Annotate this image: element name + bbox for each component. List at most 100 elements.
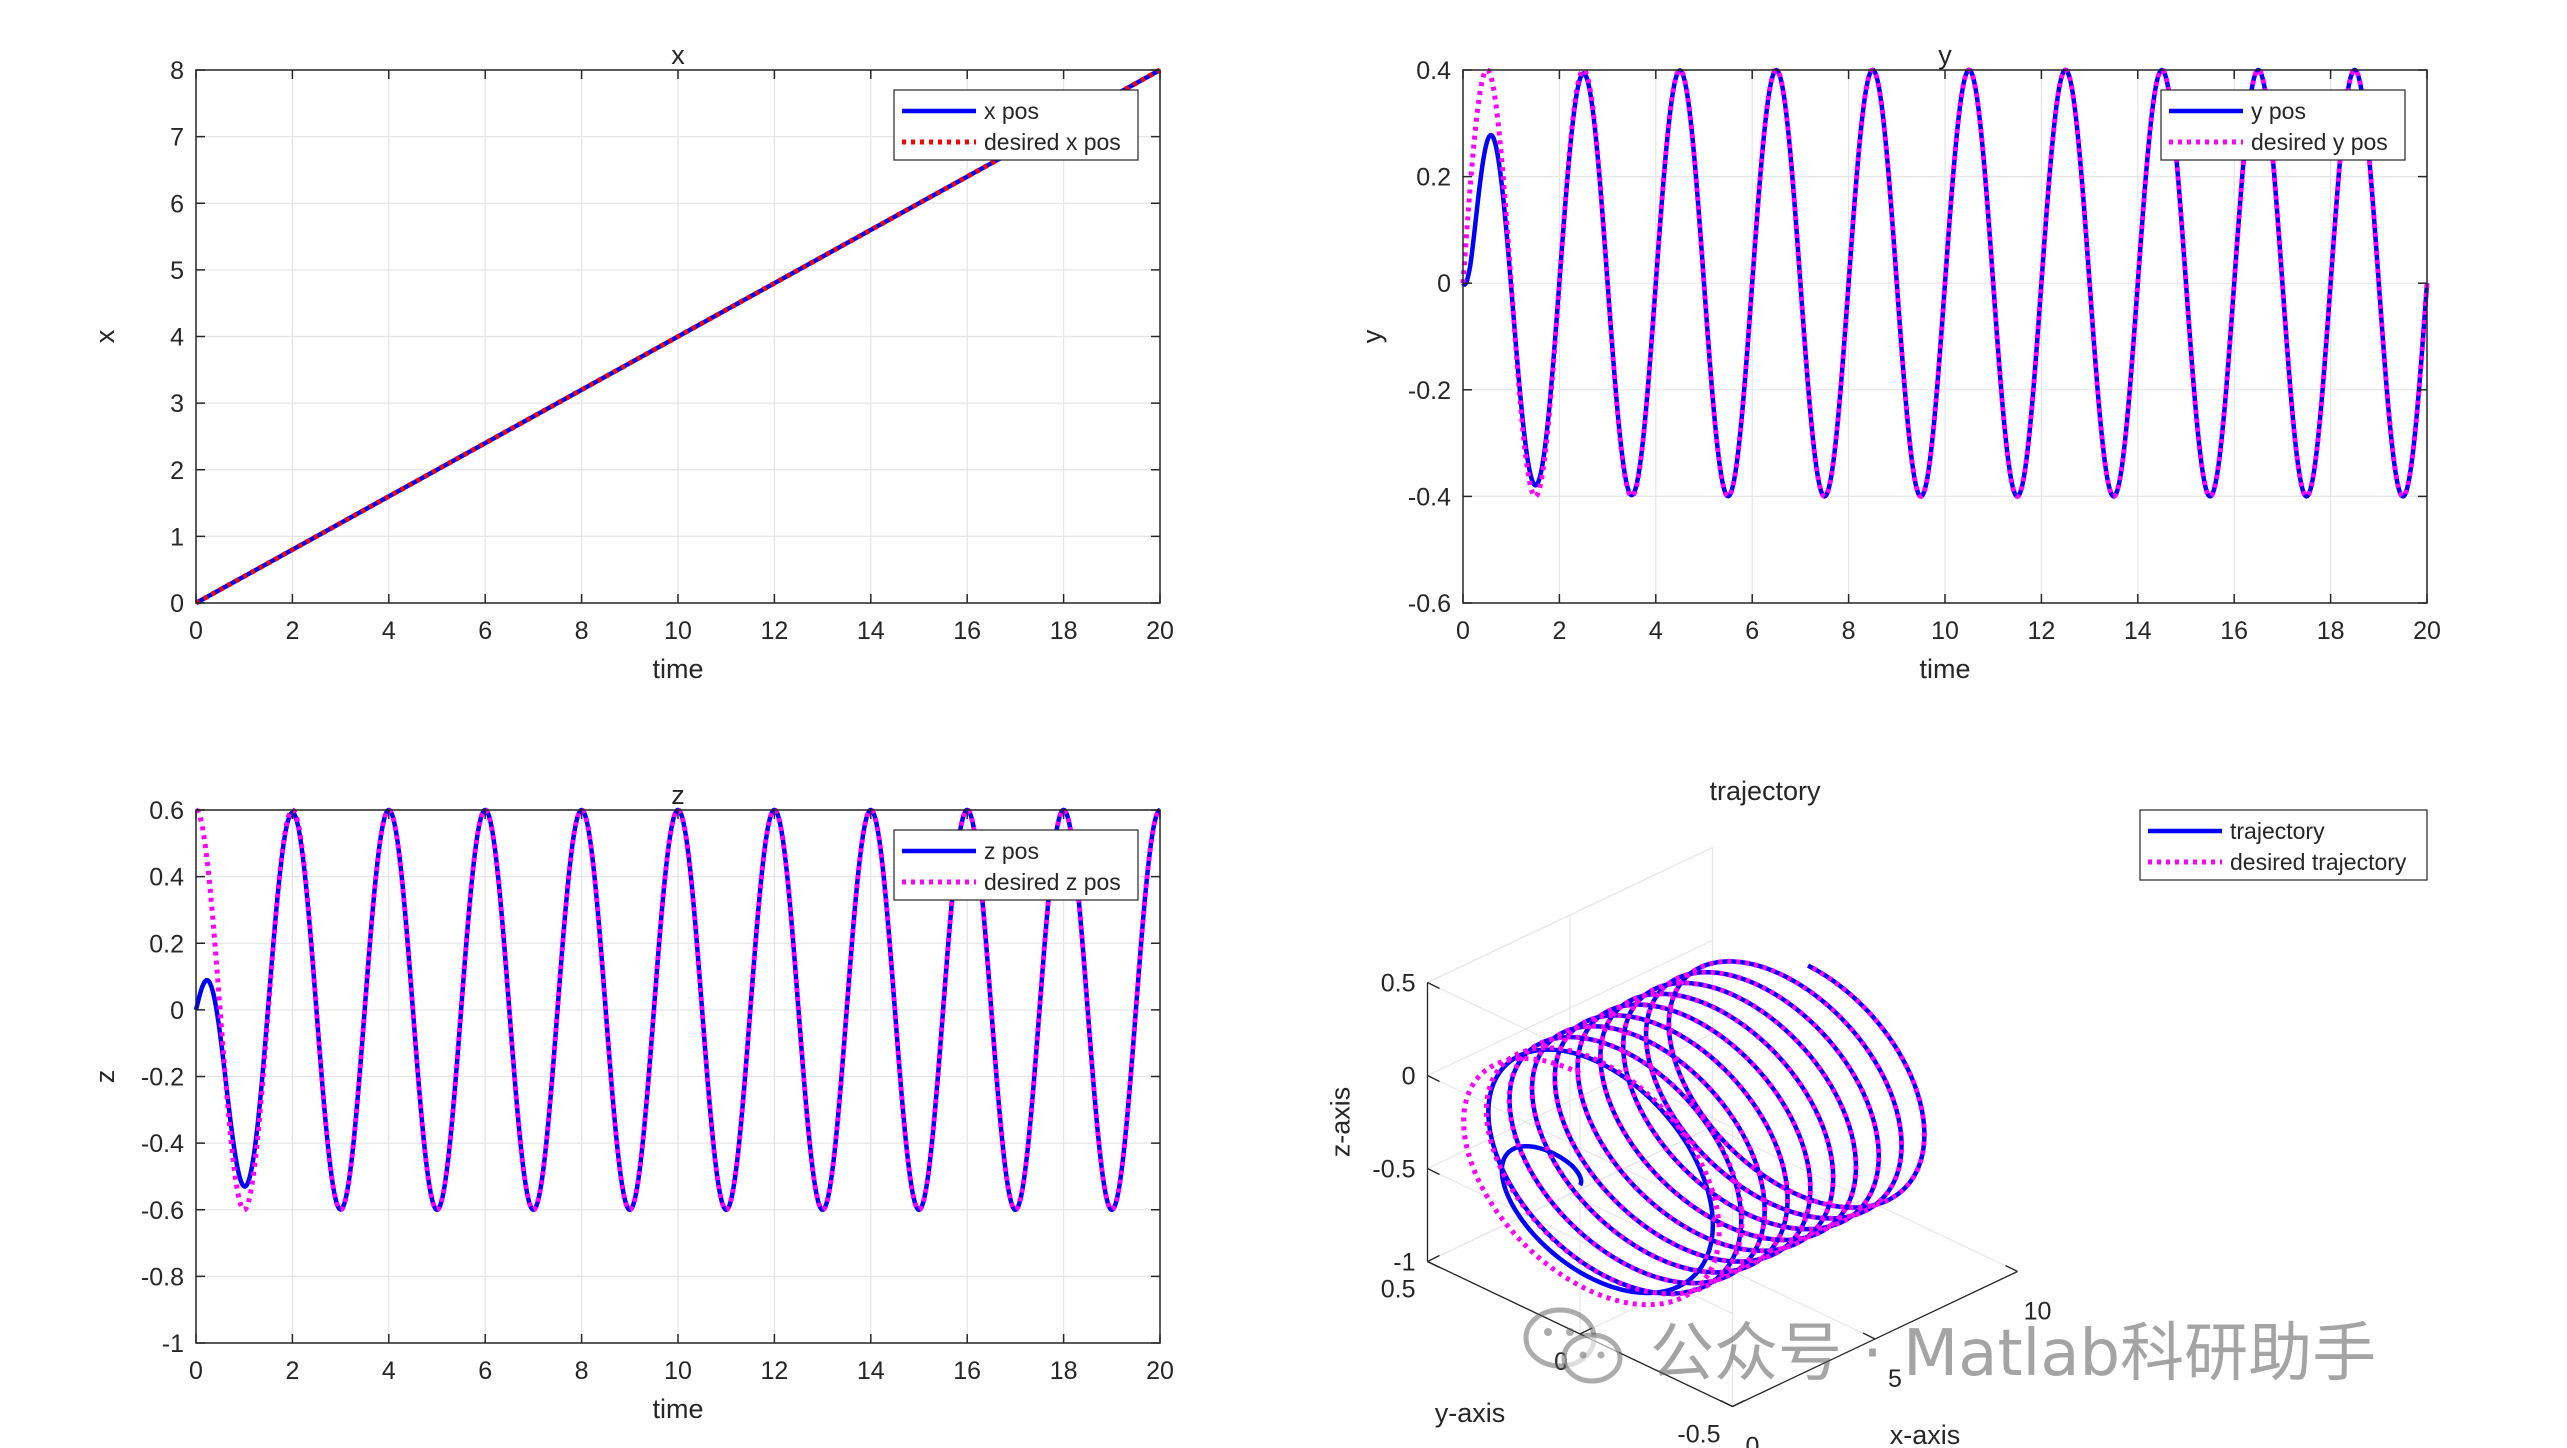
- y-axis-label: y: [1357, 329, 1387, 343]
- y-tick-label: -0.6: [1408, 590, 1451, 618]
- x-tick-label: 20: [2413, 617, 2441, 645]
- legend-entry: x pos: [984, 98, 1039, 124]
- legend-entry: trajectory: [2230, 818, 2325, 844]
- legend: z pos desired z pos: [893, 829, 1139, 901]
- watermark: 公众号 · Matlab科研助手: [1520, 1290, 2540, 1400]
- y-tick-label: 8: [170, 57, 184, 85]
- y-tick-label: 0.6: [149, 797, 184, 825]
- wechat-icon: [1523, 1307, 1623, 1384]
- series-line-desired: [194, 67, 1162, 606]
- x-tick-label: 6: [478, 617, 492, 645]
- x-tick-label: 2: [1552, 617, 1566, 645]
- x-tick: [2005, 1264, 2018, 1273]
- x-tick-label: 14: [857, 1357, 885, 1385]
- series-line-desired: [195, 807, 1161, 1213]
- y-tick-label: 0.2: [1416, 164, 1451, 192]
- subplot-z: 0 2 4 6 8 10 12 14 16 18 20 -1 -0.8 -0.6 -0.4 -0.2 0 0.2 0…: [90, 780, 1174, 1424]
- box-edge: [1427, 846, 1713, 984]
- y-tick-label: 0.4: [149, 864, 184, 892]
- z-tick: [1427, 1260, 1440, 1269]
- z-tick: [1427, 1074, 1440, 1083]
- legend-box: [893, 829, 1139, 901]
- z-tick: [1427, 1167, 1440, 1176]
- x-tick-label: 8: [1842, 617, 1856, 645]
- legend-box: [893, 89, 1139, 161]
- chart-title: y: [1938, 40, 1952, 70]
- x-axis-label: time: [652, 1394, 703, 1424]
- legend: trajectory desired trajectory: [2139, 809, 2428, 881]
- z-tick-label: -1: [1393, 1249, 1415, 1277]
- series-line-desired: [1461, 958, 1927, 1308]
- subplot-y: 0 2 4 6 8 10 12 14 16 18 20 -0.6 -0.4 -0.2 0 0.2 0.4 y tim…: [1357, 40, 2441, 684]
- y-tick-label: 4: [170, 324, 184, 352]
- legend-entry: z pos: [984, 838, 1039, 864]
- legend-entry: desired z pos: [984, 869, 1121, 895]
- y-tick-label: 2: [170, 457, 184, 485]
- x-tick-label: 10: [2024, 1298, 2052, 1326]
- y-axis-label: x: [90, 329, 120, 343]
- grid-line-3d: [1427, 1032, 1713, 1170]
- y-tick-label: -0.4: [141, 1130, 184, 1158]
- x-tick-label: 20: [1146, 1357, 1174, 1385]
- y-tick-label: 5: [170, 257, 184, 285]
- legend-box: [2139, 809, 2428, 881]
- x-tick-label: 0: [1456, 617, 1470, 645]
- x-tick-label: 0: [189, 1357, 203, 1385]
- x-tick-label: 14: [2124, 617, 2152, 645]
- y-tick-label: 6: [170, 190, 184, 218]
- x-tick-label: 14: [857, 617, 885, 645]
- x-tick-label: 20: [1146, 617, 1174, 645]
- z-axis-label: z-axis: [1326, 1087, 1356, 1158]
- legend-entry: desired trajectory: [2230, 849, 2407, 875]
- x-axis-label: time: [1919, 654, 1970, 684]
- subplot-trajectory: 0510-0.500.5-1-0.500.5x-axisy-axisz-axis…: [1326, 776, 2428, 1448]
- z-tick: [1427, 981, 1440, 990]
- x-tick-label: 16: [953, 1357, 981, 1385]
- chart-title: trajectory: [1709, 776, 1821, 806]
- y-tick: [1427, 1254, 1440, 1263]
- x-tick-label: 10: [664, 1357, 692, 1385]
- legend: y pos desired y pos: [2160, 89, 2406, 161]
- y-tick-label: -0.8: [141, 1263, 184, 1291]
- x-tick-label: 10: [664, 617, 692, 645]
- chart-title: x: [671, 40, 685, 70]
- legend-entry: desired y pos: [2251, 129, 2388, 155]
- grid-line-3d: [1579, 1198, 1866, 1335]
- y-tick-label: -0.6: [141, 1197, 184, 1225]
- legend-entry: y pos: [2251, 98, 2306, 124]
- y-tick-label: -0.2: [1408, 377, 1451, 405]
- x-tick-label: 2: [285, 1357, 299, 1385]
- x-axis-label: time: [652, 654, 703, 684]
- grid-line-3d: [1427, 939, 1713, 1077]
- y-tick-label: 3: [170, 390, 184, 418]
- x-tick-label: 0: [1746, 1433, 1760, 1448]
- x-tick-label: 6: [478, 1357, 492, 1385]
- x-tick: [1862, 1332, 1876, 1340]
- x-tick-label: 5: [1888, 1365, 1902, 1393]
- x-tick: [1720, 1399, 1733, 1408]
- y-tick: [1732, 1399, 1745, 1408]
- x-tick-label: 18: [1050, 617, 1078, 645]
- x-tick-label: 16: [953, 617, 981, 645]
- x-tick-label: 8: [575, 617, 589, 645]
- y-tick-label: -1: [162, 1330, 184, 1358]
- x-tick-label: 10: [1931, 617, 1959, 645]
- legend-box: [2160, 89, 2406, 161]
- watermark-text: 公众号 · Matlab科研助手: [1650, 1317, 2377, 1391]
- y-tick-label: 7: [170, 124, 184, 152]
- y-axis-label: y-axis: [1435, 1398, 1506, 1428]
- y-tick-label: -0.4: [1408, 483, 1451, 511]
- y-tick-label: 0: [1437, 270, 1451, 298]
- y-tick-label: 0: [170, 590, 184, 618]
- legend: x pos desired x pos: [893, 89, 1139, 161]
- z-tick-label: 0: [1402, 1063, 1416, 1091]
- y-tick-label: 0: [170, 997, 184, 1025]
- y-tick-label: 0.2: [149, 930, 184, 958]
- x-axis-label: x-axis: [1890, 1420, 1961, 1448]
- chart-title: z: [671, 780, 685, 810]
- x-tick-label: 8: [575, 1357, 589, 1385]
- x-tick-label: 2: [285, 617, 299, 645]
- y-tick-label: 0.4: [1416, 57, 1451, 85]
